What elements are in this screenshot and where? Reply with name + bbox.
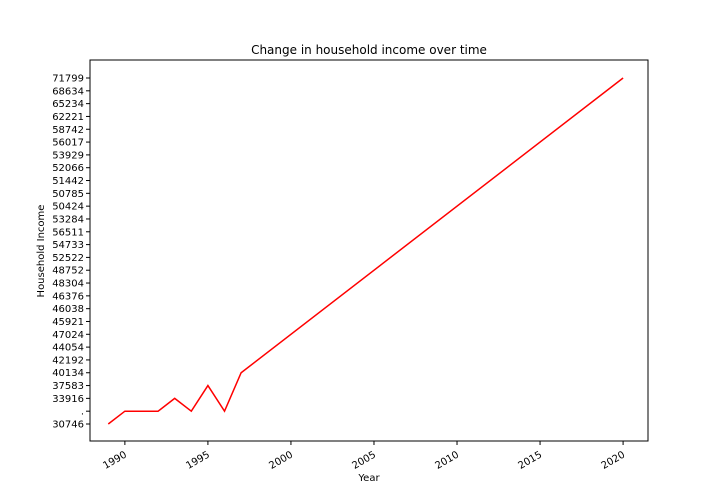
series-line (107, 77, 624, 425)
x-tick-label: 2010 (434, 450, 462, 472)
x-tick-label: 1990 (101, 450, 129, 472)
y-tick-label: 52522 (52, 253, 84, 264)
x-tick-label: 2020 (600, 450, 628, 472)
chart-title: Change in household income over time (251, 43, 487, 57)
y-tick-label: 44054 (52, 343, 84, 354)
y-tick-label: 51442 (52, 176, 84, 187)
y-tick-label: 45921 (52, 317, 84, 328)
x-tick-label: 2000 (267, 450, 295, 472)
y-tick-label: 50424 (52, 202, 84, 213)
y-tick-label: 40134 (52, 368, 84, 379)
x-axis-label: Year (357, 473, 380, 484)
y-tick-label: 30746 (52, 420, 84, 431)
y-tick-label: 62221 (52, 112, 84, 123)
axes-frame (89, 59, 649, 442)
y-tick-label: 68634 (52, 86, 84, 97)
y-tick-label: 50785 (52, 189, 84, 200)
y-tick-label: 53284 (52, 214, 84, 225)
plot-area (107, 77, 624, 425)
y-tick-label: 56511 (52, 227, 84, 238)
y-tick-label: 65234 (52, 99, 84, 110)
x-tick-label: 1995 (184, 450, 212, 472)
y-tick-label: 42192 (52, 355, 84, 366)
y-tick-label: 48304 (52, 279, 84, 290)
y-tick-label: 37583 (52, 381, 84, 392)
y-tick-label: 48752 (52, 266, 84, 277)
y-tick-label: 54733 (52, 240, 84, 251)
y-tick-label: 46038 (52, 304, 84, 315)
y-tick-label: 46376 (52, 291, 84, 302)
y-tick-label: 58742 (52, 125, 84, 136)
y-tick-label: 71799 (52, 74, 84, 85)
y-tick-label: 33916 (52, 394, 84, 405)
y-tick-label: 52066 (52, 163, 84, 174)
y-axis-label: Household Income (36, 205, 47, 298)
y-tick-label: 53929 (52, 150, 84, 161)
y-tick-label: 56017 (52, 138, 84, 149)
x-tick-label: 2005 (350, 450, 378, 472)
y-tick-label: . (81, 407, 84, 418)
x-tick-label: 2015 (517, 450, 545, 472)
x-axis: 1990 1995 2000 2005 2010 2015 2020 (101, 441, 627, 472)
y-tick-label: 47024 (52, 330, 84, 341)
